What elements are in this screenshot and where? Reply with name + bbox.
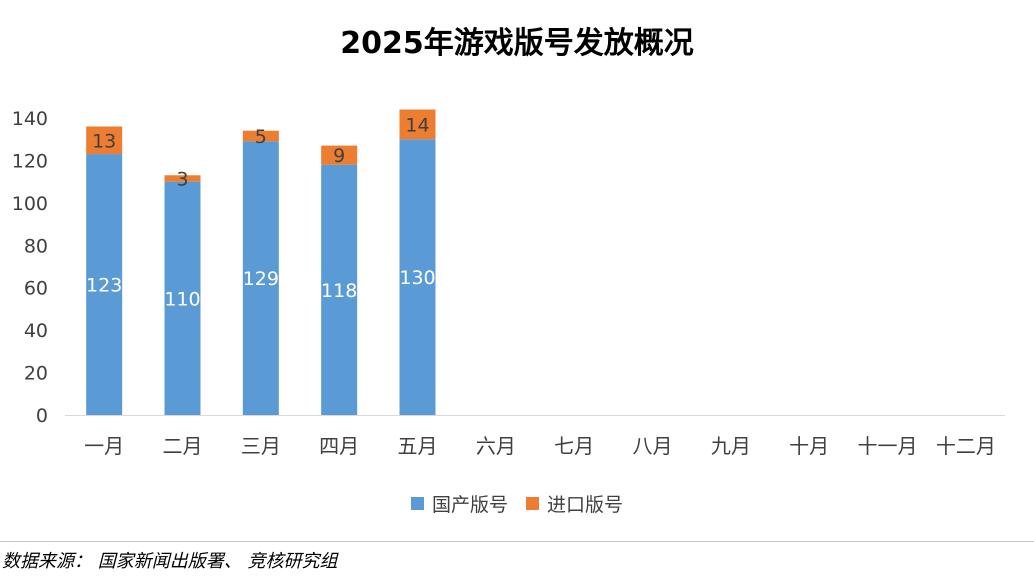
legend-swatch-imported xyxy=(526,497,540,510)
x-tick-label: 十二月 xyxy=(936,434,996,458)
legend-label-imported: 进口版号 xyxy=(547,494,624,516)
y-tick-label: 100 xyxy=(12,193,48,215)
bar-imported xyxy=(321,145,358,165)
legend-item-domestic: 国产版号 xyxy=(410,490,508,517)
data-label-domestic: 110 xyxy=(164,288,200,310)
data-label-domestic: 130 xyxy=(399,267,435,289)
bar-domestic xyxy=(242,141,279,416)
x-tick-label: 三月 xyxy=(241,434,281,458)
x-tick-label: 十月 xyxy=(789,434,829,458)
x-tick-label: 五月 xyxy=(398,434,438,458)
y-tick-label: 40 xyxy=(24,320,48,342)
source-note: 数据来源： 国家新闻出版署、 竞核研究组 xyxy=(2,551,338,572)
data-label-imported: 3 xyxy=(176,168,188,190)
bar-imported xyxy=(399,109,436,140)
x-tick-label: 十一月 xyxy=(858,434,918,458)
x-tick-label: 四月 xyxy=(319,434,359,458)
legend-label-domestic: 国产版号 xyxy=(431,494,508,516)
data-label-imported: 9 xyxy=(333,145,345,167)
data-label-domestic: 118 xyxy=(321,280,357,302)
data-label-imported: 5 xyxy=(255,126,267,148)
x-tick-label: 八月 xyxy=(633,434,673,458)
bar-domestic xyxy=(86,154,123,416)
data-label-imported: 14 xyxy=(405,114,429,136)
bars: 123 13 110 3 129 5 118 9 130 14 xyxy=(86,109,436,416)
bar-domestic xyxy=(164,181,201,415)
y-tick-label: 140 xyxy=(12,108,48,130)
bar-imported xyxy=(164,175,201,182)
bar-domestic xyxy=(399,139,436,415)
bar-imported xyxy=(242,130,279,142)
y-tick-label: 120 xyxy=(12,150,48,172)
bar-domestic xyxy=(321,164,358,415)
x-tick-label: 六月 xyxy=(476,434,516,458)
legend-item-imported: 进口版号 xyxy=(526,490,623,517)
data-label-imported: 13 xyxy=(92,130,116,152)
y-tick-label: 0 xyxy=(36,405,48,427)
data-label-domestic: 123 xyxy=(86,275,122,297)
x-axis: 一月 二月 三月 四月 五月 六月 七月 八月 九月 十月 十一月 十二月 xyxy=(65,415,1005,458)
y-tick-label: 20 xyxy=(24,363,48,385)
data-label-domestic: 129 xyxy=(243,268,279,290)
chart-title: 2025年游戏版号发放概况 xyxy=(340,26,694,61)
x-tick-label: 二月 xyxy=(163,434,203,458)
y-tick-label: 60 xyxy=(24,278,48,300)
x-tick-label: 一月 xyxy=(84,434,124,458)
y-tick-label: 80 xyxy=(24,235,48,257)
bar-imported xyxy=(86,126,123,155)
x-tick-label: 九月 xyxy=(711,434,751,458)
x-tick-label: 七月 xyxy=(554,434,594,458)
legend-swatch-domestic xyxy=(410,497,424,510)
source-divider xyxy=(0,541,1034,542)
y-axis: 0 20 40 60 80 100 120 140 xyxy=(12,108,48,427)
legend: 国产版号 进口版号 xyxy=(0,490,1034,517)
